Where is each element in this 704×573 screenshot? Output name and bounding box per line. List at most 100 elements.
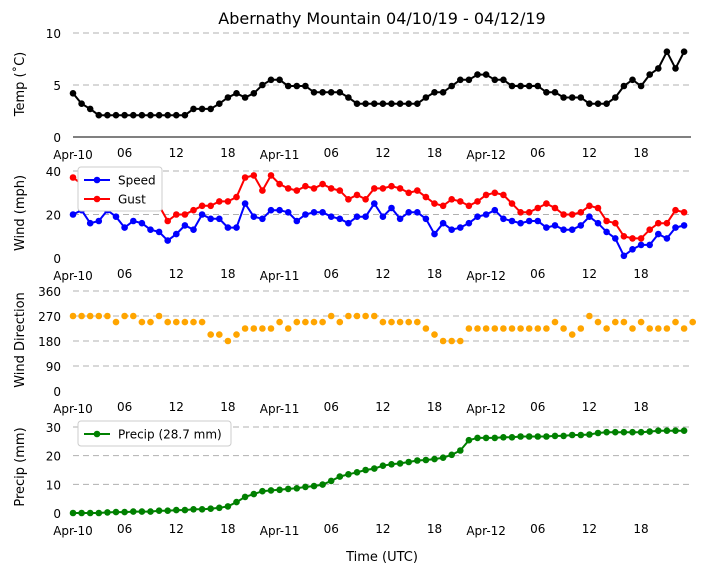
data-point bbox=[259, 487, 266, 495]
data-point bbox=[646, 71, 653, 78]
x-tick-label: 18 bbox=[633, 146, 648, 160]
data-point bbox=[534, 325, 542, 332]
data-point bbox=[181, 222, 189, 229]
data-point bbox=[388, 204, 395, 212]
data-point bbox=[207, 215, 214, 223]
y-axis-label: Precip (mm) bbox=[13, 427, 28, 506]
x-tick-label: 06 bbox=[324, 146, 339, 160]
data-point bbox=[439, 337, 447, 345]
data-point bbox=[302, 483, 309, 491]
x-tick-label: Apr-10 bbox=[53, 148, 93, 162]
data-point bbox=[517, 82, 524, 90]
data-point bbox=[594, 219, 602, 227]
data-point bbox=[164, 217, 171, 225]
data-point bbox=[482, 434, 490, 442]
data-point bbox=[198, 318, 206, 326]
x-tick-label: 18 bbox=[220, 267, 235, 281]
data-point bbox=[371, 185, 378, 192]
data-point bbox=[78, 312, 85, 320]
data-point bbox=[594, 100, 602, 107]
x-tick-label: Apr-12 bbox=[466, 524, 506, 538]
data-point bbox=[525, 217, 533, 225]
data-point bbox=[276, 318, 283, 326]
data-point bbox=[388, 461, 395, 468]
data-point bbox=[457, 224, 464, 231]
data-point bbox=[612, 428, 619, 436]
x-tick-label: Apr-10 bbox=[53, 269, 93, 283]
data-point bbox=[259, 215, 266, 223]
data-point bbox=[603, 228, 610, 236]
data-point bbox=[250, 325, 258, 332]
data-point bbox=[155, 228, 163, 236]
data-point bbox=[534, 82, 542, 90]
data-point bbox=[396, 100, 404, 107]
panel-1: 0 5 10 Temp (˚C) Apr-10 06 12 18 Apr-11 06 12 18 Apr… bbox=[12, 27, 691, 162]
data-point bbox=[284, 82, 292, 90]
x-tick-label: 12 bbox=[169, 400, 184, 414]
y-tick-label: 90 bbox=[46, 360, 61, 374]
data-point bbox=[405, 458, 413, 466]
data-point bbox=[371, 465, 378, 472]
data-point bbox=[568, 431, 576, 439]
data-point bbox=[69, 174, 77, 181]
data-point bbox=[310, 482, 318, 490]
data-point bbox=[612, 235, 619, 242]
data-point bbox=[405, 189, 413, 197]
data-point bbox=[276, 206, 283, 214]
y-tick-label: 180 bbox=[38, 335, 61, 349]
data-point bbox=[173, 111, 180, 119]
data-point bbox=[594, 204, 602, 212]
data-point bbox=[190, 226, 197, 233]
data-point bbox=[173, 506, 180, 514]
data-point bbox=[284, 485, 292, 493]
data-point bbox=[568, 226, 576, 233]
x-tick-label: Apr-12 bbox=[466, 269, 506, 283]
data-point bbox=[474, 71, 481, 78]
data-point bbox=[259, 325, 266, 332]
data-point bbox=[293, 217, 301, 225]
data-point bbox=[336, 318, 344, 326]
legend-label: Precip (28.7 mm) bbox=[118, 428, 222, 442]
data-point bbox=[637, 235, 645, 242]
data-point bbox=[646, 241, 653, 249]
data-point bbox=[353, 213, 361, 220]
data-point bbox=[233, 224, 240, 231]
data-point bbox=[250, 90, 258, 97]
data-point bbox=[491, 434, 499, 442]
y-tick-label: 270 bbox=[38, 310, 61, 324]
data-point bbox=[302, 318, 309, 326]
data-point bbox=[310, 185, 318, 192]
x-tick-label: 18 bbox=[633, 400, 648, 414]
data-point bbox=[181, 506, 189, 514]
x-tick-label: 06 bbox=[117, 267, 132, 281]
data-point bbox=[319, 481, 326, 488]
data-point bbox=[517, 433, 524, 440]
data-point bbox=[637, 82, 645, 90]
data-point bbox=[457, 447, 464, 454]
data-point bbox=[362, 213, 369, 220]
data-point bbox=[508, 434, 516, 441]
data-point bbox=[293, 187, 301, 194]
data-point bbox=[216, 215, 223, 223]
data-point bbox=[276, 486, 283, 494]
data-point bbox=[465, 436, 473, 444]
y-tick-label: 360 bbox=[38, 285, 61, 299]
data-point bbox=[319, 209, 326, 216]
data-point bbox=[655, 65, 662, 72]
chart-title: Abernathy Mountain 04/10/19 - 04/12/19 bbox=[218, 9, 545, 28]
data-point bbox=[319, 318, 326, 326]
data-point bbox=[216, 198, 223, 205]
y-tick-label: 20 bbox=[46, 450, 61, 464]
data-point bbox=[612, 219, 619, 227]
data-point bbox=[250, 490, 258, 498]
legend-marker bbox=[93, 195, 101, 203]
x-tick-label: Apr-12 bbox=[466, 148, 506, 162]
data-point bbox=[577, 94, 585, 101]
data-point bbox=[422, 215, 430, 223]
data-point bbox=[353, 191, 361, 199]
data-point bbox=[198, 506, 206, 513]
data-point bbox=[138, 318, 146, 326]
y-tick-label: 40 bbox=[46, 165, 61, 179]
data-point bbox=[224, 337, 232, 345]
y-tick-label: 10 bbox=[46, 478, 61, 492]
